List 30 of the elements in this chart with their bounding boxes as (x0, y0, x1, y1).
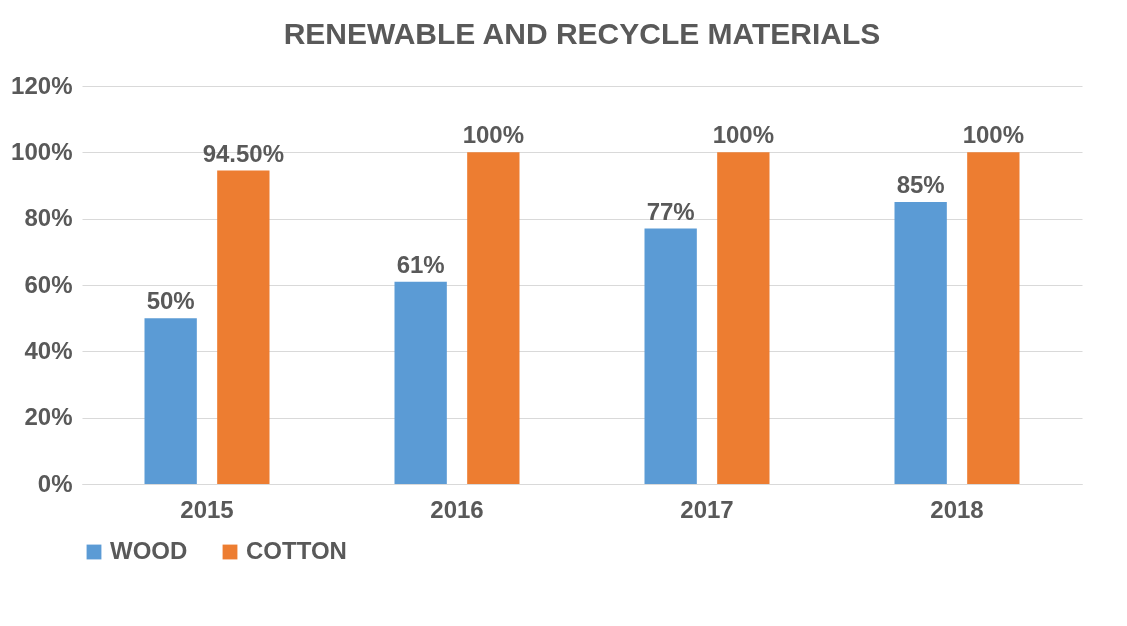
y-tick-label: 80% (24, 204, 73, 232)
data-label: 94.50% (202, 139, 285, 167)
y-tick-label: 100% (11, 137, 73, 165)
data-label: 50% (146, 287, 195, 315)
y-tick-label: 120% (11, 71, 73, 99)
bar (144, 318, 197, 484)
data-label: 100% (712, 121, 775, 149)
data-label: 77% (646, 197, 695, 225)
bar (644, 228, 697, 484)
data-label: 100% (462, 121, 525, 149)
bar (217, 170, 270, 484)
legend-label: WOOD (110, 537, 188, 564)
x-tick-label: 2018 (930, 495, 984, 523)
x-tick-label: 2017 (680, 495, 734, 523)
y-tick-label: 0% (37, 469, 73, 497)
chart-title: RENEWABLE AND RECYCLE MATERIALS (283, 17, 881, 50)
bar (394, 281, 447, 484)
bar (467, 152, 520, 484)
bar (717, 152, 770, 484)
x-tick-label: 2015 (180, 495, 234, 523)
data-label: 85% (896, 171, 945, 199)
data-label: 100% (962, 121, 1025, 149)
bar (894, 202, 947, 484)
y-tick-label: 60% (24, 270, 73, 298)
y-tick-label: 20% (24, 403, 73, 431)
x-tick-label: 2016 (430, 495, 484, 523)
legend-label: COTTON (246, 537, 347, 564)
data-label: 61% (396, 250, 445, 278)
bar (967, 152, 1020, 484)
y-tick-label: 40% (24, 336, 73, 364)
